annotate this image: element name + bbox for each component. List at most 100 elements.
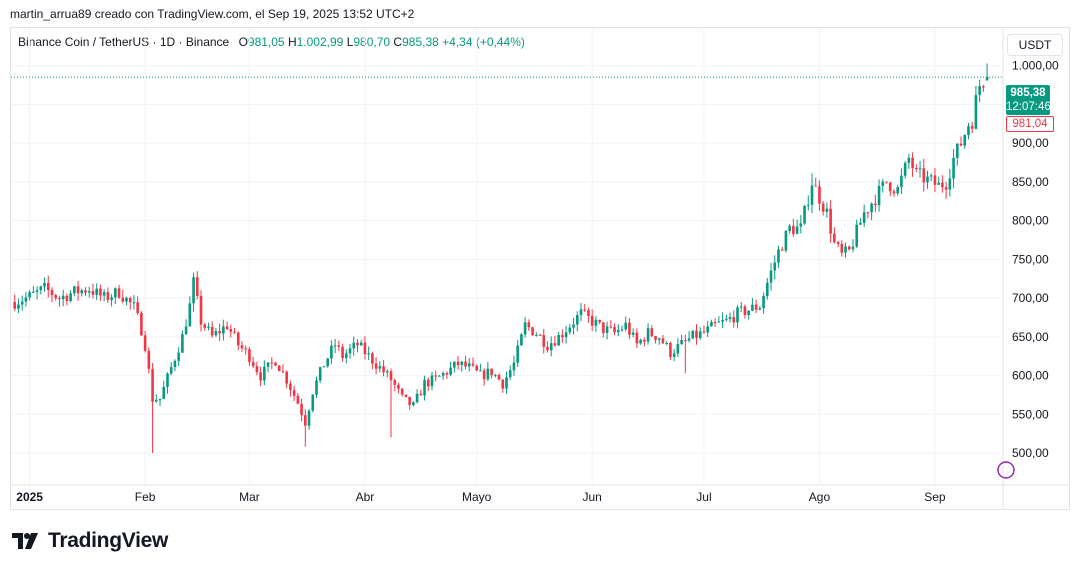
candle-body xyxy=(69,293,72,302)
candle-body xyxy=(311,394,315,411)
last-price-label: 985,38 12:07:46 xyxy=(1006,85,1051,115)
symbol-description[interactable]: Binance Coin / TetherUS · 1D · Binance xyxy=(18,35,230,49)
candle-body xyxy=(274,362,277,366)
ohlc-legend: Binance Coin / TetherUS · 1D · Binance O… xyxy=(18,35,525,49)
candle-body xyxy=(281,371,285,373)
candle-body xyxy=(743,306,747,316)
candle-body xyxy=(661,338,665,344)
candle-body xyxy=(613,327,616,333)
candle-body xyxy=(188,303,192,327)
x-tick-label: Feb xyxy=(135,490,156,504)
y-tick-label: 750,00 xyxy=(1012,252,1049,266)
candle-body xyxy=(900,175,903,188)
candle-body xyxy=(579,309,583,316)
x-tick-label: Abr xyxy=(356,490,375,504)
candle-body xyxy=(955,143,959,158)
candle-body xyxy=(706,326,709,333)
low-label: L xyxy=(346,35,354,49)
candle-body xyxy=(784,231,788,251)
x-tick-label: Jun xyxy=(583,490,602,504)
candle-body xyxy=(128,297,132,303)
currency-selector[interactable]: USDT xyxy=(1007,34,1063,56)
candle-body xyxy=(292,390,296,396)
candle-body xyxy=(803,205,806,224)
candle-body xyxy=(181,334,184,353)
candle-body xyxy=(32,291,35,293)
candle-body xyxy=(982,86,985,88)
candle-body xyxy=(497,374,501,380)
candle-body xyxy=(967,126,970,136)
candle-body xyxy=(140,312,143,336)
candle-body xyxy=(691,330,695,339)
candle-body xyxy=(35,290,39,292)
candle-body xyxy=(173,360,177,368)
candle-body xyxy=(337,345,341,347)
candle-body xyxy=(102,292,106,296)
candle-body xyxy=(255,366,259,373)
candle-body xyxy=(475,365,478,371)
candle-body xyxy=(941,182,944,188)
candle-body xyxy=(348,348,352,354)
candle-body xyxy=(154,400,158,402)
candle-body xyxy=(698,331,702,338)
candle-body xyxy=(542,335,546,347)
candle-body xyxy=(605,326,609,333)
candle-body xyxy=(307,410,311,426)
candle-body xyxy=(479,370,482,372)
candle-body xyxy=(531,327,534,336)
candle-body xyxy=(304,415,307,426)
candle-body xyxy=(236,332,240,346)
candle-body xyxy=(20,301,24,305)
tradingview-logo[interactable]: TradingView xyxy=(12,529,168,553)
candle-body xyxy=(564,332,568,338)
candle-body xyxy=(881,181,885,186)
candle-body xyxy=(125,297,128,302)
candle-body xyxy=(95,288,98,295)
y-tick-label: 600,00 xyxy=(1012,369,1049,383)
candle-body xyxy=(460,361,464,366)
tradingview-logo-icon xyxy=(12,533,38,549)
candle-body xyxy=(412,402,415,406)
candle-body xyxy=(132,302,136,304)
candle-body xyxy=(520,334,523,346)
open-value: 981,05 xyxy=(247,35,285,49)
close-value: 985,38 xyxy=(402,35,439,49)
candle-body xyxy=(710,322,713,327)
candle-body xyxy=(43,282,46,287)
candle-body xyxy=(270,362,274,364)
x-tick-label: 2025 xyxy=(16,490,43,504)
candle-body xyxy=(952,157,955,179)
candle-body xyxy=(561,335,564,338)
candle-body xyxy=(263,366,266,381)
candle-body xyxy=(121,297,125,302)
candle-body xyxy=(367,353,370,355)
candle-body xyxy=(929,175,933,177)
candle-body xyxy=(28,292,31,298)
candle-body xyxy=(635,332,639,344)
candle-body xyxy=(628,322,631,335)
candle-body xyxy=(825,208,829,212)
candle-body xyxy=(490,368,493,376)
candle-body xyxy=(944,187,948,190)
candle-body xyxy=(676,344,680,354)
chart-byline: martin_arrua89 creado con TradingView.co… xyxy=(10,7,415,21)
candle-body xyxy=(568,327,572,333)
candle-body xyxy=(441,372,445,376)
candle-body xyxy=(114,288,117,298)
candle-body xyxy=(672,353,676,357)
candle-body xyxy=(948,178,952,190)
candle-body xyxy=(937,182,940,185)
candle-body xyxy=(721,319,724,322)
candle-body xyxy=(99,288,102,296)
candle-body xyxy=(508,370,512,378)
candle-body xyxy=(896,187,899,194)
candle-body xyxy=(818,186,821,204)
candle-body xyxy=(184,326,188,335)
candle-body xyxy=(244,348,248,350)
candle-body xyxy=(572,324,575,328)
bar-countdown: 12:07:46 xyxy=(1006,101,1051,113)
x-tick-label: Sep xyxy=(924,490,946,504)
candle-body xyxy=(464,361,467,367)
candle-body xyxy=(389,371,393,381)
